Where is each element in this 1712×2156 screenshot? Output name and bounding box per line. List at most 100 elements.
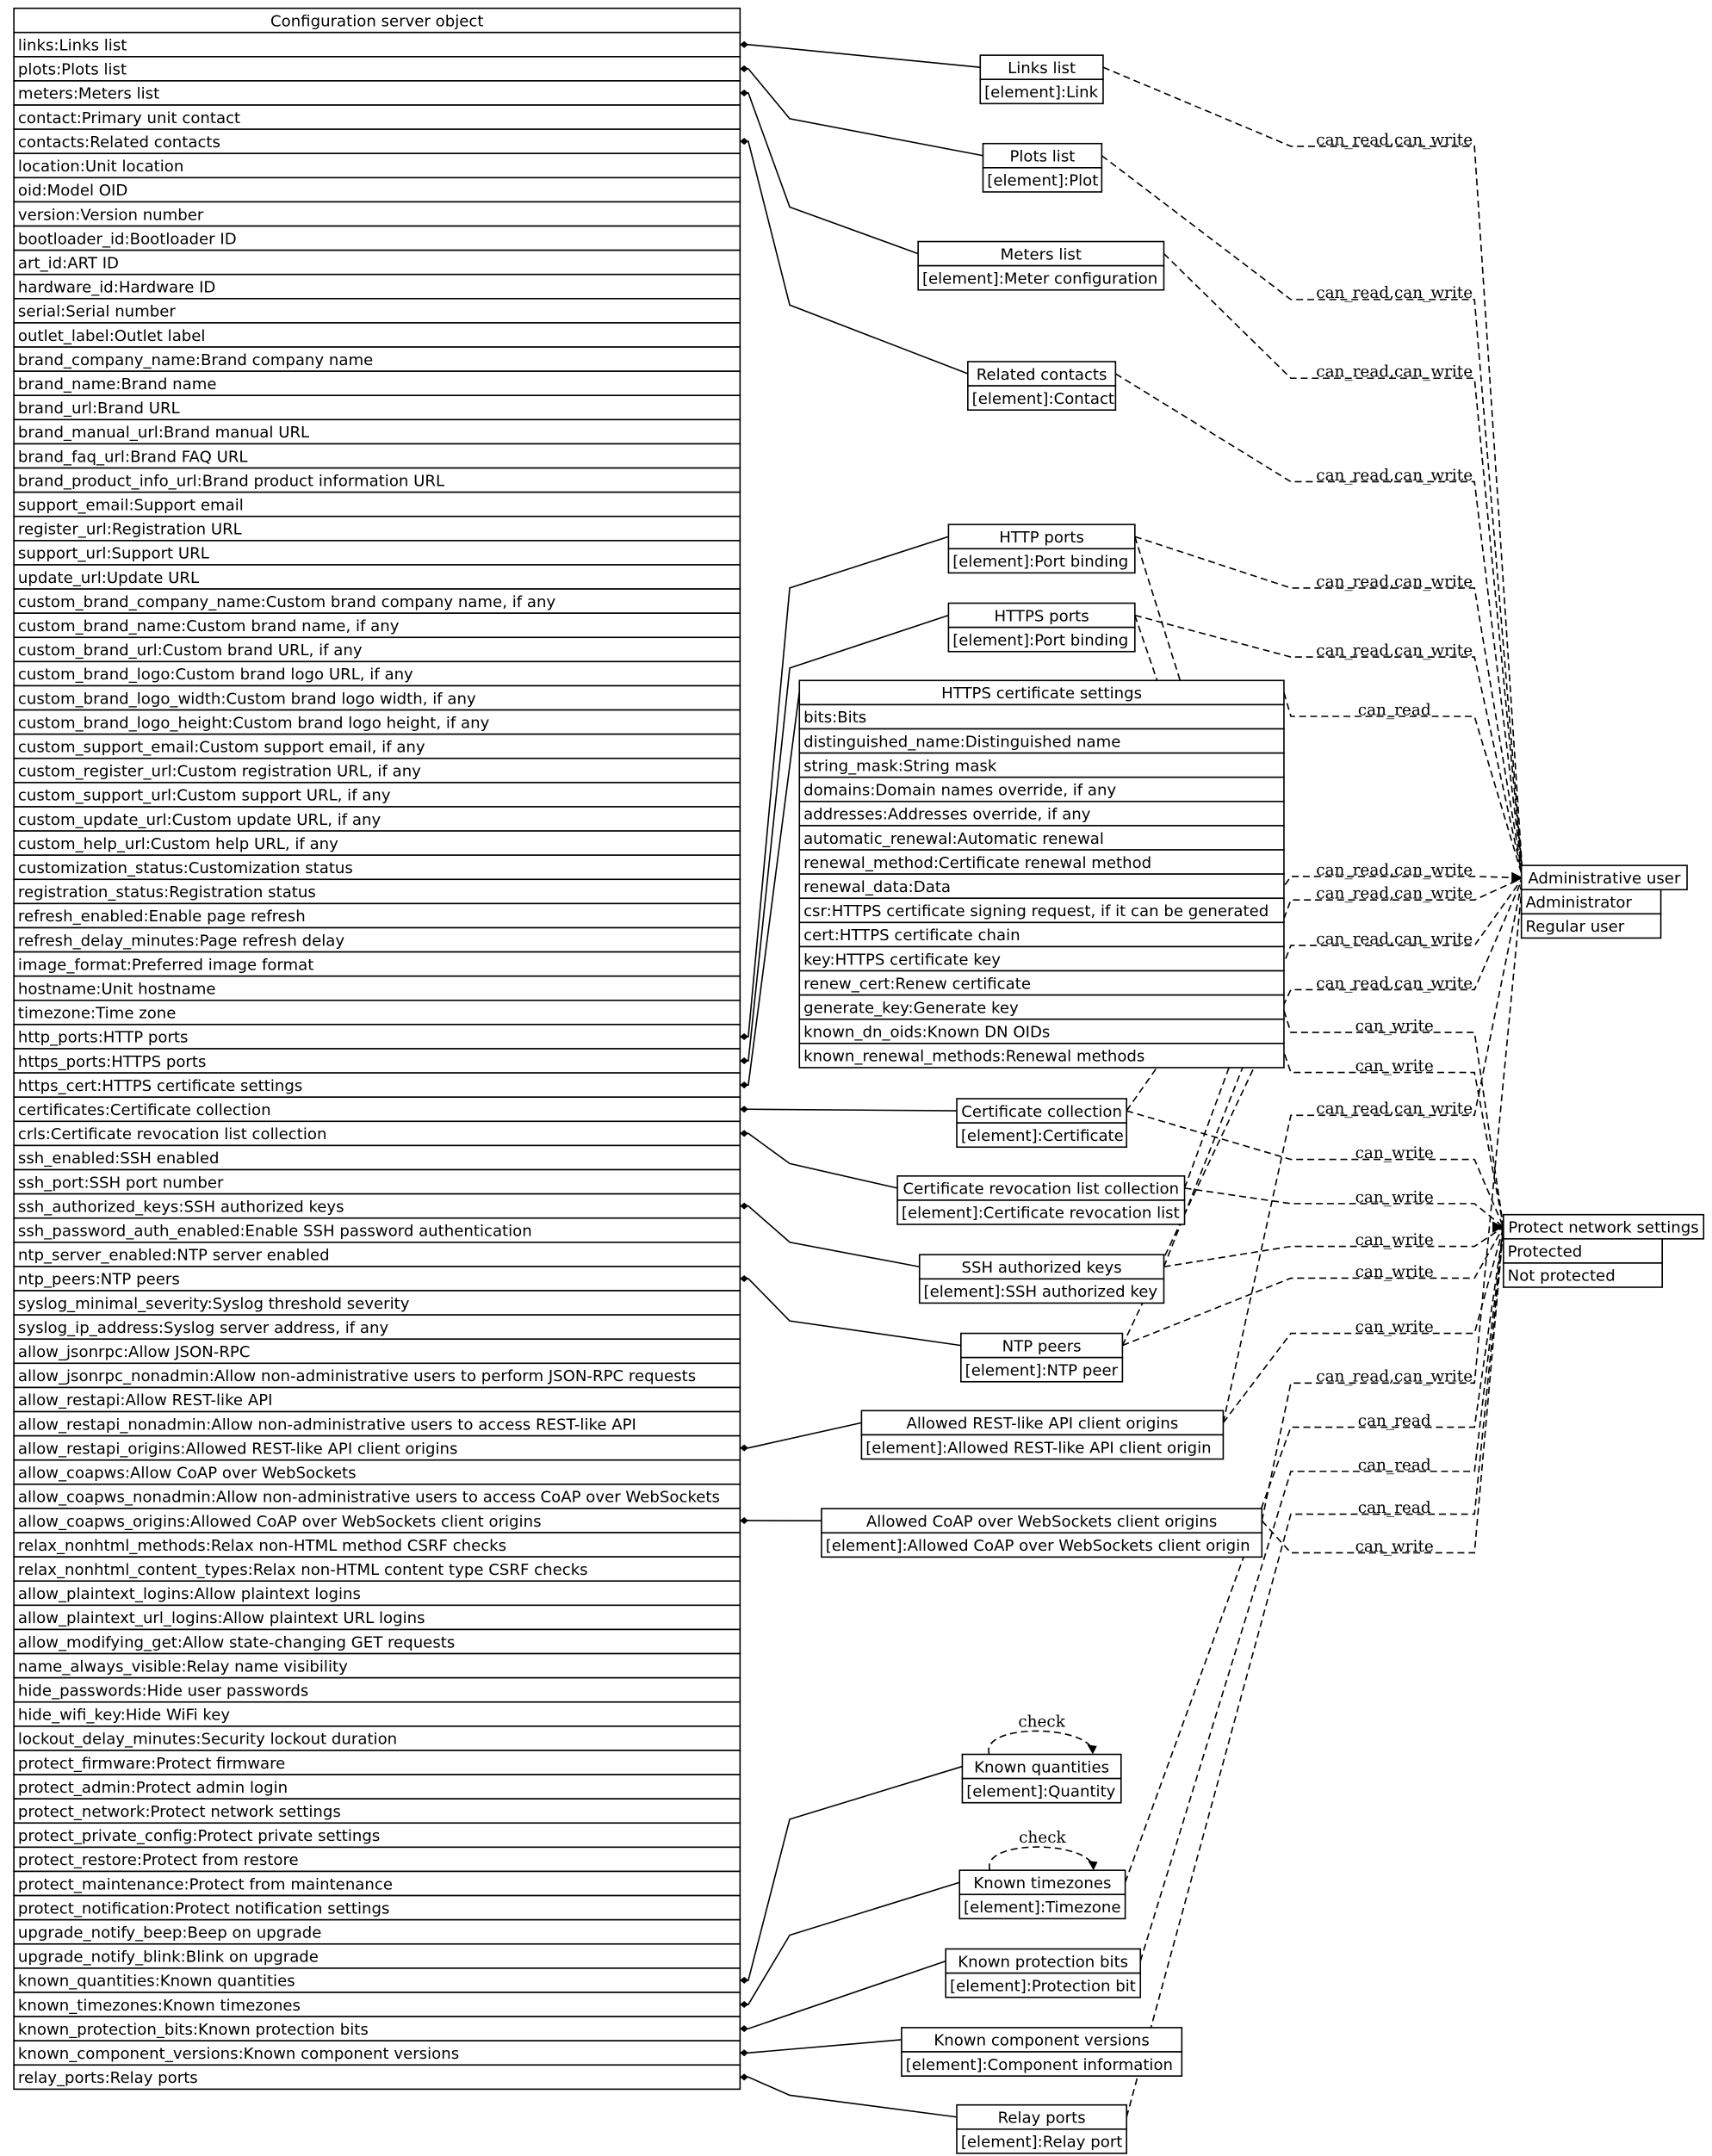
row-label: known_timezones:Known timezones xyxy=(18,1997,301,2015)
row-label: protect_network:Protect network settings xyxy=(18,1803,341,1821)
node-row: renewal_data:Data xyxy=(803,878,951,896)
table-row: known_quantities:Known quantities xyxy=(13,1967,741,1993)
table-row: ssh_password_auth_enabled:Enable SSH pas… xyxy=(13,1217,741,1243)
table-row: allow_jsonrpc:Allow JSON-RPC xyxy=(13,1338,741,1365)
node-row: [element]:Relay port xyxy=(961,2134,1123,2152)
node-title: Known timezones xyxy=(973,1874,1111,1893)
edge-label: can_read xyxy=(1358,701,1431,719)
composition-edge-comp xyxy=(740,2039,902,2054)
row-label: meters:Meters list xyxy=(18,85,159,103)
node-title: HTTPS ports xyxy=(995,607,1089,625)
table-row: customization_status:Customization statu… xyxy=(13,854,741,881)
diamond-icon xyxy=(740,2001,748,2009)
arrowhead-icon xyxy=(1492,1221,1504,1233)
node-row: [element]:Protection bit xyxy=(950,1977,1136,1995)
row-label: protect_firmware:Protect firmware xyxy=(18,1755,285,1773)
node-title: Administrative user xyxy=(1528,870,1681,888)
row-label: image_format:Preferred image format xyxy=(18,956,313,974)
row-label: custom_help_url:Custom help URL, if any xyxy=(18,835,338,853)
row-label: version:Version number xyxy=(18,206,204,224)
table-row: custom_help_url:Custom help URL, if any xyxy=(13,830,741,856)
row-label: update_url:Update URL xyxy=(18,569,199,587)
node-crls: Certificate revocation list collection [e… xyxy=(896,1175,1186,1225)
row-label: allow_restapi:Allow REST-like API xyxy=(18,1391,273,1409)
table-row: custom_brand_logo_width:Custom brand log… xyxy=(13,685,741,711)
table-row: custom_register_url:Custom registration … xyxy=(13,757,741,784)
table-row: ntp_server_enabled:NTP server enabled xyxy=(13,1242,741,1267)
row-label: support_email:Support email xyxy=(18,496,244,514)
row-label: syslog_ip_address:Syslog server address,… xyxy=(18,1319,389,1337)
table-row: allow_jsonrpc_nonadmin:Allow non-adminis… xyxy=(13,1362,741,1389)
diamond-icon xyxy=(740,1444,748,1452)
row-label: ssh_authorized_keys:SSH authorized keys xyxy=(18,1198,344,1216)
row-label: brand_faq_url:Brand FAQ URL xyxy=(18,448,248,466)
edge-label: can_read,can_write xyxy=(1316,131,1473,149)
row-label: custom_support_url:Custom support URL, i… xyxy=(18,787,391,805)
row-label: custom_register_url:Custom registration … xyxy=(18,763,421,781)
table-row: protect_maintenance:Protect from mainten… xyxy=(13,1870,741,1897)
table-row: known_component_versions:Known component… xyxy=(13,2040,741,2066)
table-row: allow_restapi_nonadmin:Allow non-adminis… xyxy=(13,1410,741,1437)
table-row: register_url:Registration URL xyxy=(13,515,741,542)
node-tz: Known timezones [element]:Timezone xyxy=(958,1869,1126,1920)
row-label: protect_notification:Protect notificatio… xyxy=(18,1899,390,1917)
node-comp: Known component versions [element]:Compon… xyxy=(901,2027,1183,2077)
row-label: allow_plaintext_url_logins:Allow plainte… xyxy=(18,1609,425,1627)
node-row: generate_key:Generate key xyxy=(803,999,1019,1017)
table-row: support_url:Support URL xyxy=(13,540,741,566)
node-title: Links list xyxy=(1008,59,1076,77)
row-label: brand_url:Brand URL xyxy=(18,400,180,418)
edge-label: can_read,can_write xyxy=(1316,363,1473,381)
node-meters: Meters list [element]:Meter configuration xyxy=(917,240,1165,291)
edge-label: can_write xyxy=(1355,1017,1434,1035)
table-row: oid:Model OID xyxy=(13,177,741,203)
row-label: allow_coapws_origins:Allowed CoAP over W… xyxy=(18,1513,542,1531)
row-label: timezone:Time zone xyxy=(18,1005,177,1023)
self-loop-label: check xyxy=(1019,1829,1066,1847)
row-label: relax_nonhtml_methods:Relax non-HTML met… xyxy=(18,1537,506,1555)
arrow-icon xyxy=(1087,1744,1097,1755)
table-row: image_format:Preferred image format xyxy=(13,951,741,977)
configuration-server-object-table: Configuration server object links:Links l… xyxy=(13,7,741,2091)
edge-label: can_read xyxy=(1358,1412,1431,1430)
node-title: Certificate revocation list collection xyxy=(903,1180,1180,1199)
edge-label: can_read,can_write xyxy=(1316,284,1473,302)
table-row: syslog_minimal_severity:Syslog threshold… xyxy=(13,1290,741,1316)
table-row: allow_coapws_origins:Allowed CoAP over W… xyxy=(13,1508,741,1533)
row-label: https_ports:HTTPS ports xyxy=(18,1053,206,1071)
association-edge-https-admin xyxy=(1134,614,1524,878)
association-edge-links-admin xyxy=(1102,66,1524,878)
association-edge-bits-protect xyxy=(1139,1227,1504,1961)
row-label: registration_status:Registration status xyxy=(18,883,316,901)
association-edge-certs-admin xyxy=(1126,876,1523,1112)
row-label: contacts:Related contacts xyxy=(18,133,220,152)
table-row: protect_firmware:Protect firmware xyxy=(13,1750,741,1775)
row-label: hide_wifi_key:Hide WiFi key xyxy=(18,1707,230,1725)
row-label: refresh_delay_minutes:Page refresh delay xyxy=(18,932,344,950)
table-row: custom_support_url:Custom support URL, i… xyxy=(13,782,741,808)
table-row: plots:Plots list xyxy=(13,56,741,82)
table-row: protect_network:Protect network settings xyxy=(13,1798,741,1825)
table-row: custom_brand_url:Custom brand URL, if an… xyxy=(13,636,741,663)
table-row: brand_name:Brand name xyxy=(13,370,741,397)
association-edge-coap-protect xyxy=(1261,1227,1504,1554)
self-loop-label: check xyxy=(1018,1713,1065,1731)
table-row: update_url:Update URL xyxy=(13,564,741,590)
row-label: protect_restore:Protect from restore xyxy=(18,1851,299,1869)
node-row: [element]:Port binding xyxy=(952,631,1128,649)
table-row: outlet_label:Outlet label xyxy=(13,322,741,348)
self-loop-edge xyxy=(989,1846,1095,1871)
table-row: relay_ports:Relay ports xyxy=(13,2064,741,2091)
association-edge-certs-protect xyxy=(1126,1110,1504,1228)
diamond-icon xyxy=(740,1202,748,1210)
table-row: ssh_enabled:SSH enabled xyxy=(13,1144,741,1171)
edge-label: can_read,can_write xyxy=(1316,641,1473,660)
node-row: [element]:Allowed REST-like API client o… xyxy=(865,1439,1211,1457)
node-row: [element]:Meter configuration xyxy=(922,270,1157,288)
self-loop-edge xyxy=(988,1730,1094,1755)
edge-label: can_read,can_write xyxy=(1316,467,1473,485)
table-row: known_timezones:Known timezones xyxy=(13,1992,741,2017)
diamond-icon xyxy=(740,1976,748,1984)
diamond-icon xyxy=(740,1032,748,1040)
